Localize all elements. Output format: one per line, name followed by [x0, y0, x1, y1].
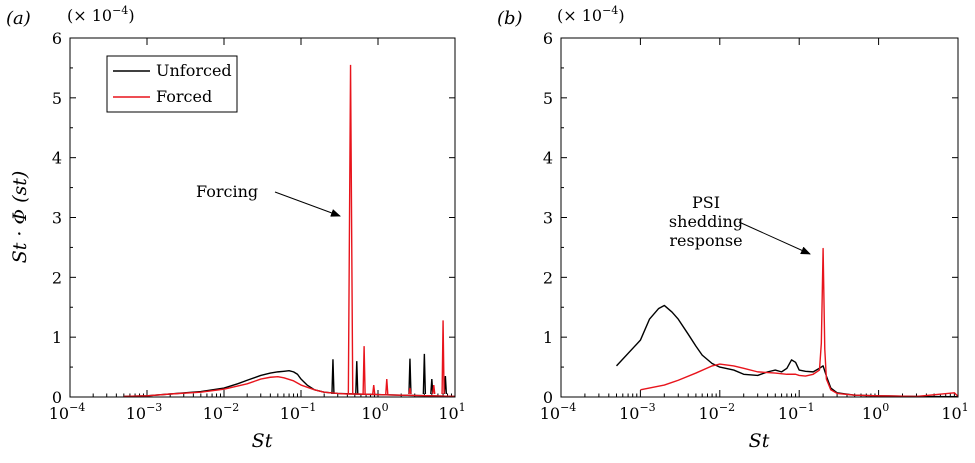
- spike-a-forced-5: [432, 384, 436, 395]
- legend-label-forced: Forced: [156, 87, 212, 106]
- panel-b-frame: [560, 37, 959, 398]
- y-tick-label-a-3: 3: [52, 209, 62, 228]
- forcing-arrow: [274, 191, 341, 217]
- spike-a-unforced-4: [430, 379, 434, 395]
- y-tick-label-b-2: 2: [543, 268, 553, 287]
- panel-b-xlabel: St: [749, 430, 770, 452]
- psi-annotation-line1: PSI: [692, 193, 720, 212]
- series-line-a-unforced: [123, 369, 455, 397]
- spike-a-forced-6: [441, 320, 445, 395]
- forcing-annotation: Forcing: [196, 182, 258, 201]
- series-line-b-unforced: [615, 304, 958, 397]
- psi-annotation-line3: response: [669, 231, 742, 250]
- y-tick-label-b-6: 6: [543, 29, 553, 48]
- series-line-a-forced: [123, 375, 455, 397]
- spike-a-unforced-1: [355, 361, 359, 395]
- y-tick-label-b-1: 1: [543, 328, 553, 347]
- x-tick-label-a-0: 10−4: [49, 401, 86, 423]
- spike-a-unforced-5: [443, 376, 448, 395]
- panel-b-exponent: (× 10−4): [557, 4, 625, 25]
- y-tick-label-b-4: 4: [543, 149, 553, 168]
- y-tick-label-a-6: 6: [52, 29, 62, 48]
- x-tick-label-b-1: 10−3: [619, 401, 656, 423]
- psi-arrow: [738, 221, 811, 255]
- y-tick-label-a-2: 2: [52, 268, 62, 287]
- spike-a-forced-3: [385, 379, 389, 395]
- panel-a-ylabel: St · Φ (st): [9, 171, 31, 264]
- spike-a-forced-0: [347, 64, 354, 395]
- spike-a-unforced-3: [422, 353, 427, 395]
- panel-a-xlabel: St: [252, 430, 273, 452]
- x-tick-label-a-2: 10−2: [203, 401, 240, 423]
- y-tick-label-b-3: 3: [543, 209, 553, 228]
- spike-a-forced-1: [362, 346, 366, 395]
- x-tick-label-b-4: 100: [862, 401, 889, 423]
- spike-a-forced-2: [372, 384, 376, 395]
- panel-b-label: (b): [497, 8, 523, 29]
- x-tick-label-b-2: 10−2: [699, 401, 736, 423]
- legend-box: [106, 55, 238, 113]
- panel-a-frame: [69, 37, 456, 398]
- panel-b-axes: 0 1 2 3 4 5 6 10−4 10−3 10−2 10−1 100 101: [540, 29, 969, 423]
- panel-a-exponent: (× 10−4): [67, 4, 135, 25]
- panel-b: (b) (× 10−4) St 0 1 2 3 4 5 6 10−4 10−3 10−2 10−1 1…: [497, 4, 969, 452]
- panel-b-series: [615, 247, 958, 397]
- spike-a-unforced-2: [408, 358, 412, 395]
- x-tick-label-b-3: 10−1: [778, 401, 815, 423]
- x-tick-label-a-4: 100: [361, 401, 388, 423]
- psi-annotation-line2: shedding: [669, 212, 743, 231]
- spike-a-forced-4: [408, 387, 412, 395]
- y-tick-label-b-0: 0: [543, 388, 553, 407]
- panel-a: (a) (× 10−4) St · Φ (st) St 0 1 2 3 4 5 6 10−4 1…: [6, 4, 466, 452]
- y-tick-label-a-0: 0: [52, 388, 62, 407]
- x-tick-label-a-5: 101: [438, 401, 465, 423]
- series-line-b-forced: [640, 247, 958, 397]
- y-tick-label-a-5: 5: [52, 89, 62, 108]
- spike-a-unforced-0: [331, 359, 335, 395]
- x-tick-label-b-0: 10−4: [540, 401, 577, 423]
- legend-label-unforced: Unforced: [156, 61, 232, 80]
- y-tick-label-a-1: 1: [52, 328, 62, 347]
- legend: Unforced Forced: [106, 55, 238, 113]
- y-tick-label-b-5: 5: [543, 89, 553, 108]
- y-tick-label-a-4: 4: [52, 149, 62, 168]
- panel-a-label: (a): [6, 8, 31, 29]
- x-tick-label-a-1: 10−3: [126, 401, 163, 423]
- x-tick-label-a-3: 10−1: [280, 401, 317, 423]
- panel-a-series: [123, 64, 455, 397]
- x-tick-label-b-5: 101: [941, 401, 968, 423]
